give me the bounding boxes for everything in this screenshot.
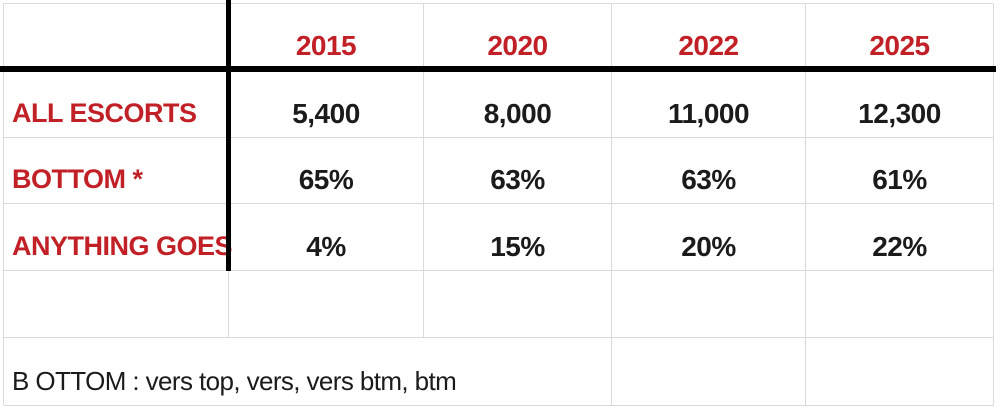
year-header-cell[interactable]: 2022 — [612, 4, 806, 70]
value-cell[interactable]: 4% — [229, 204, 424, 271]
value-cell[interactable]: 65% — [229, 138, 424, 204]
value-cell[interactable]: 5,400 — [229, 70, 424, 138]
footnote-cell[interactable]: B OTTOM : vers top, vers, vers btm, btm — [4, 338, 612, 406]
row-label-cell[interactable]: ANYTHING GOES — [4, 204, 233, 271]
header-underline-rule — [0, 66, 996, 72]
value-cell[interactable]: 22% — [806, 204, 994, 271]
value-cell[interactable]: 20% — [612, 204, 806, 271]
year-header-cell[interactable]: 2015 — [229, 4, 424, 70]
empty-cell[interactable] — [806, 271, 994, 338]
corner-cell[interactable] — [4, 4, 229, 70]
row-label-cell[interactable]: ALL ESCORTS — [4, 70, 229, 138]
empty-cell[interactable] — [4, 271, 229, 338]
value-cell[interactable]: 8,000 — [424, 70, 612, 138]
value-cell[interactable]: 12,300 — [806, 70, 994, 138]
year-header-cell[interactable]: 2025 — [806, 4, 994, 70]
empty-cell[interactable] — [806, 338, 994, 406]
empty-cell[interactable] — [424, 271, 612, 338]
empty-cell[interactable] — [229, 271, 424, 338]
value-cell[interactable]: 63% — [612, 138, 806, 204]
value-cell[interactable]: 63% — [424, 138, 612, 204]
value-cell[interactable]: 15% — [424, 204, 612, 271]
row-label-cell[interactable]: BOTTOM * — [4, 138, 229, 204]
empty-cell[interactable] — [612, 271, 806, 338]
empty-cell[interactable] — [612, 338, 806, 406]
year-header-cell[interactable]: 2020 — [424, 4, 612, 70]
value-cell[interactable]: 61% — [806, 138, 994, 204]
label-column-divider-rule — [226, 0, 231, 271]
grid: 2015 2020 2022 2025 ALL ESCORTS 5,400 8,… — [3, 3, 994, 406]
value-cell[interactable]: 11,000 — [612, 70, 806, 138]
